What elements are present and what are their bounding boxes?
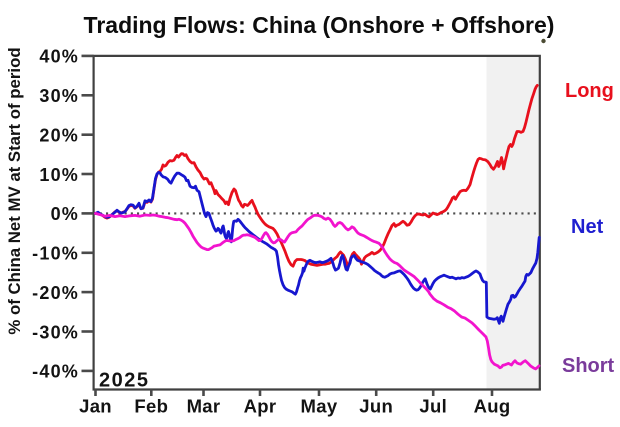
- svg-text:Aug: Aug: [474, 396, 511, 417]
- svg-text:30%: 30%: [39, 86, 79, 106]
- svg-text:% of China Net MV at Start of: % of China Net MV at Start of period: [5, 47, 24, 334]
- svg-text:Jul: Jul: [419, 396, 447, 417]
- svg-text:10%: 10%: [39, 165, 79, 185]
- svg-text:Feb: Feb: [134, 396, 168, 417]
- svg-text:May: May: [301, 396, 338, 417]
- svg-text:Net: Net: [571, 216, 604, 238]
- svg-text:Long: Long: [565, 80, 614, 102]
- svg-text:Short: Short: [562, 355, 615, 377]
- svg-text:20%: 20%: [39, 126, 79, 146]
- svg-text:0%: 0%: [51, 204, 79, 224]
- svg-text:-40%: -40%: [32, 362, 79, 382]
- svg-text:40%: 40%: [39, 47, 79, 67]
- svg-text:Apr: Apr: [244, 396, 277, 417]
- svg-text:2025: 2025: [99, 370, 150, 392]
- svg-text:Jun: Jun: [359, 396, 393, 417]
- svg-text:-10%: -10%: [32, 244, 79, 264]
- svg-text:Jan: Jan: [79, 396, 112, 417]
- svg-text:Mar: Mar: [187, 396, 221, 417]
- svg-text:-30%: -30%: [32, 322, 79, 342]
- svg-text:-20%: -20%: [32, 283, 79, 303]
- svg-text:Trading Flows: China (Onshore: Trading Flows: China (Onshore + Offshore…: [84, 12, 555, 38]
